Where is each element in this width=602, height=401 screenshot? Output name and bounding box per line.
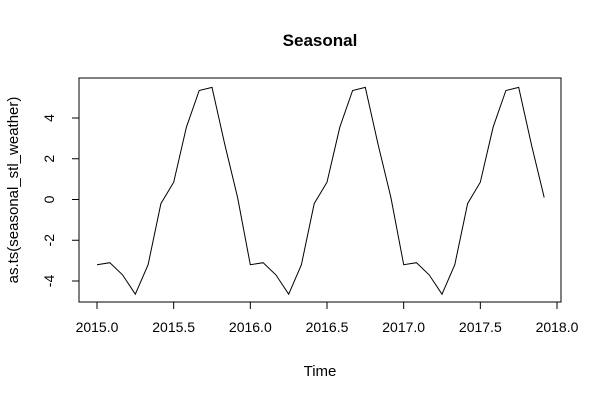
y-tick-label: -4	[41, 275, 57, 288]
y-axis: -4 -2 0 2 4	[41, 114, 80, 288]
y-tick-label: 0	[41, 195, 57, 203]
y-tick-label: 4	[41, 114, 57, 122]
x-tick-label: 2017.5	[459, 319, 502, 335]
seasonal-series-line	[96, 86, 545, 296]
x-tick-label: 2016.5	[306, 319, 349, 335]
y-tick-label: -2	[41, 234, 57, 247]
x-tick-label: 2018.0	[536, 319, 579, 335]
chart-title: Seasonal	[283, 31, 358, 50]
x-tick-label: 2015.5	[152, 319, 195, 335]
x-axis-label: Time	[304, 363, 337, 380]
x-axis: 2015.0 2015.5 2016.0 2016.5 2017.0 2017.5 2018…	[76, 301, 579, 335]
plot-frame	[78, 77, 562, 303]
y-axis-label: as.ts(seasonal_stl_weather)	[5, 97, 22, 284]
x-tick-label: 2015.0	[76, 319, 119, 335]
x-tick-label: 2016.0	[229, 319, 272, 335]
y-tick-label: 2	[41, 155, 57, 163]
x-tick-label: 2017.0	[382, 319, 425, 335]
